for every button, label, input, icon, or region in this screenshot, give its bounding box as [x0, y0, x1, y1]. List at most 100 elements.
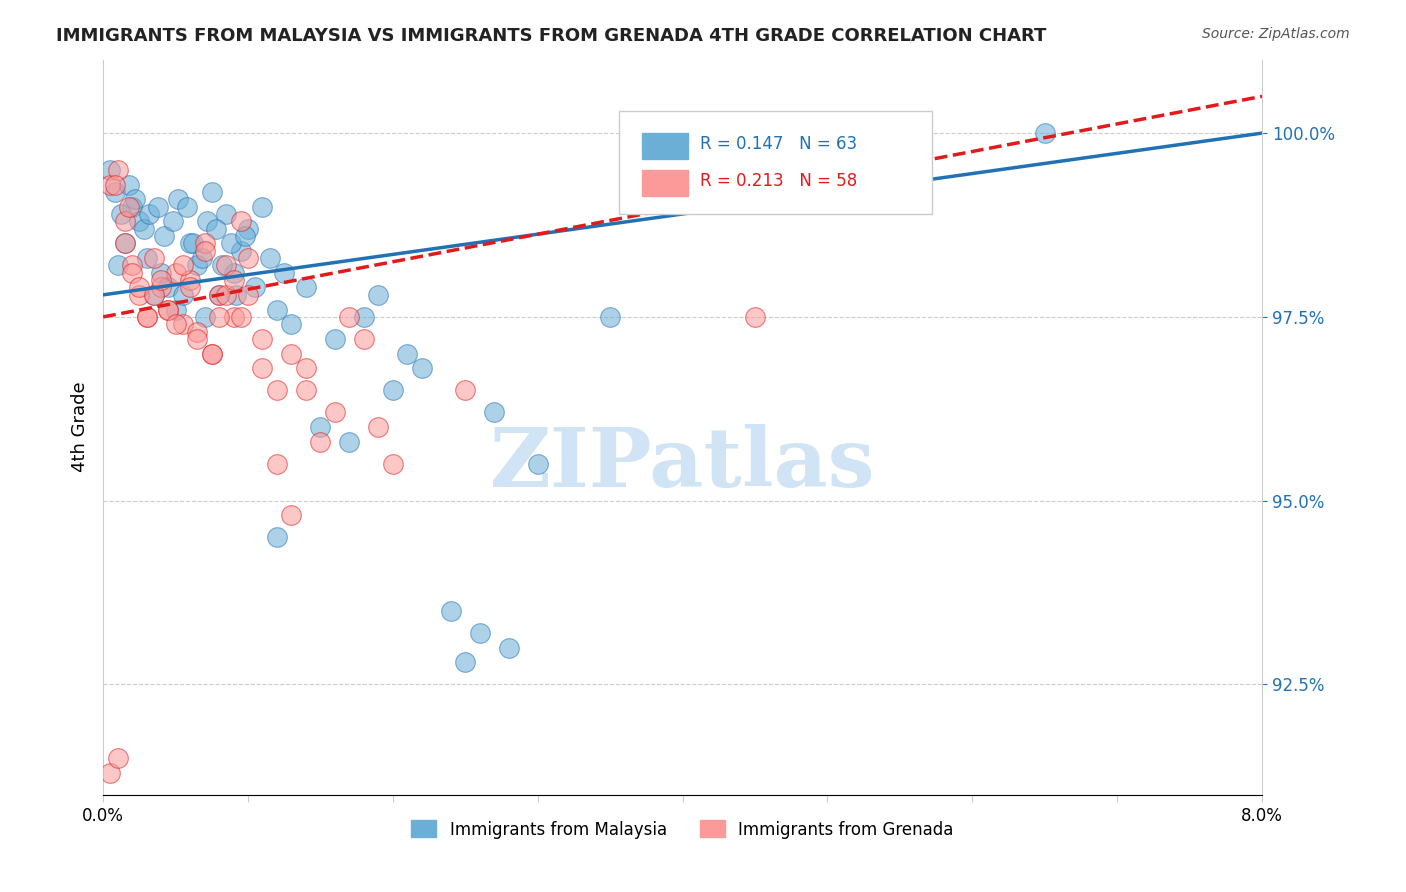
Point	[225, 288, 247, 302]
Point	[339, 434, 361, 449]
Point	[104, 178, 127, 192]
Point	[197, 214, 219, 228]
FancyBboxPatch shape	[619, 112, 932, 214]
Point	[266, 457, 288, 471]
Bar	[643, 169, 689, 195]
Point	[110, 207, 132, 221]
Point	[104, 185, 127, 199]
Point	[222, 266, 245, 280]
Point	[124, 192, 146, 206]
Point	[353, 310, 375, 324]
Point	[295, 361, 318, 376]
Point	[121, 200, 143, 214]
Point	[142, 251, 165, 265]
Point	[229, 214, 252, 228]
Point	[172, 317, 194, 331]
Point	[179, 236, 201, 251]
Point	[142, 288, 165, 302]
Point	[186, 325, 208, 339]
Point	[121, 259, 143, 273]
Point	[245, 280, 267, 294]
Point	[201, 346, 224, 360]
Point	[222, 310, 245, 324]
Point	[150, 273, 173, 287]
Point	[148, 200, 170, 214]
Point	[252, 332, 274, 346]
Point	[135, 310, 157, 324]
Point	[280, 508, 302, 523]
Point	[323, 405, 346, 419]
Text: ZIPatlas: ZIPatlas	[489, 424, 876, 504]
Point	[167, 192, 190, 206]
Point	[236, 288, 259, 302]
Point	[259, 251, 281, 265]
Point	[454, 384, 477, 398]
Bar	[643, 133, 689, 159]
Point	[229, 244, 252, 258]
Point	[1033, 126, 1056, 140]
Point	[128, 214, 150, 228]
Point	[132, 221, 155, 235]
Point	[411, 361, 433, 376]
Point	[744, 310, 766, 324]
Text: Source: ZipAtlas.com: Source: ZipAtlas.com	[1202, 27, 1350, 41]
Point	[215, 207, 238, 221]
Point	[118, 200, 141, 214]
Point	[266, 384, 288, 398]
Point	[295, 384, 318, 398]
Point	[157, 302, 180, 317]
Point	[153, 229, 176, 244]
Point	[468, 626, 491, 640]
Point	[208, 288, 231, 302]
Point	[142, 288, 165, 302]
Text: R = 0.147   N = 63: R = 0.147 N = 63	[700, 135, 858, 153]
Point	[193, 244, 215, 258]
Point	[114, 236, 136, 251]
Point	[266, 530, 288, 544]
Point	[205, 221, 228, 235]
Point	[135, 251, 157, 265]
Point	[252, 200, 274, 214]
Point	[323, 332, 346, 346]
Point	[201, 346, 224, 360]
Point	[193, 310, 215, 324]
Point	[179, 280, 201, 294]
Point	[118, 178, 141, 192]
Point	[201, 185, 224, 199]
Point	[211, 259, 233, 273]
Point	[138, 207, 160, 221]
Point	[107, 259, 129, 273]
Point	[215, 288, 238, 302]
Point	[396, 346, 419, 360]
Point	[157, 302, 180, 317]
Text: R = 0.213   N = 58: R = 0.213 N = 58	[700, 172, 858, 190]
Point	[165, 266, 187, 280]
Point	[186, 259, 208, 273]
Point	[309, 420, 332, 434]
Point	[172, 259, 194, 273]
Point	[266, 302, 288, 317]
Point	[367, 420, 389, 434]
Point	[280, 346, 302, 360]
Point	[100, 765, 122, 780]
Point	[599, 310, 621, 324]
Point	[114, 236, 136, 251]
Point	[381, 384, 404, 398]
Point	[181, 236, 204, 251]
Point	[107, 162, 129, 177]
Text: IMMIGRANTS FROM MALAYSIA VS IMMIGRANTS FROM GRENADA 4TH GRADE CORRELATION CHART: IMMIGRANTS FROM MALAYSIA VS IMMIGRANTS F…	[56, 27, 1046, 45]
Point	[236, 221, 259, 235]
Point	[229, 310, 252, 324]
Point	[295, 280, 318, 294]
Point	[100, 162, 122, 177]
Y-axis label: 4th Grade: 4th Grade	[72, 382, 89, 473]
Point	[121, 266, 143, 280]
Point	[353, 332, 375, 346]
Point	[107, 751, 129, 765]
Point	[309, 434, 332, 449]
Point	[172, 288, 194, 302]
Point	[498, 640, 520, 655]
Point	[150, 266, 173, 280]
Point	[128, 288, 150, 302]
Point	[273, 266, 295, 280]
